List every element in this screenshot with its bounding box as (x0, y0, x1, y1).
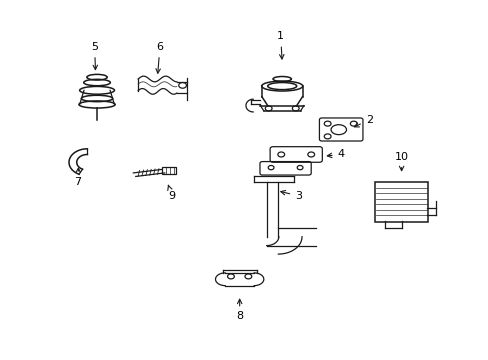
Text: 10: 10 (394, 152, 408, 171)
Text: 7: 7 (74, 168, 81, 187)
Text: 4: 4 (326, 149, 344, 159)
Text: 1: 1 (277, 31, 284, 59)
Text: 8: 8 (236, 299, 243, 321)
Text: 5: 5 (91, 42, 98, 69)
Text: 9: 9 (167, 185, 175, 201)
Text: 3: 3 (280, 190, 302, 201)
Text: 2: 2 (354, 115, 372, 127)
Text: 6: 6 (156, 42, 163, 73)
